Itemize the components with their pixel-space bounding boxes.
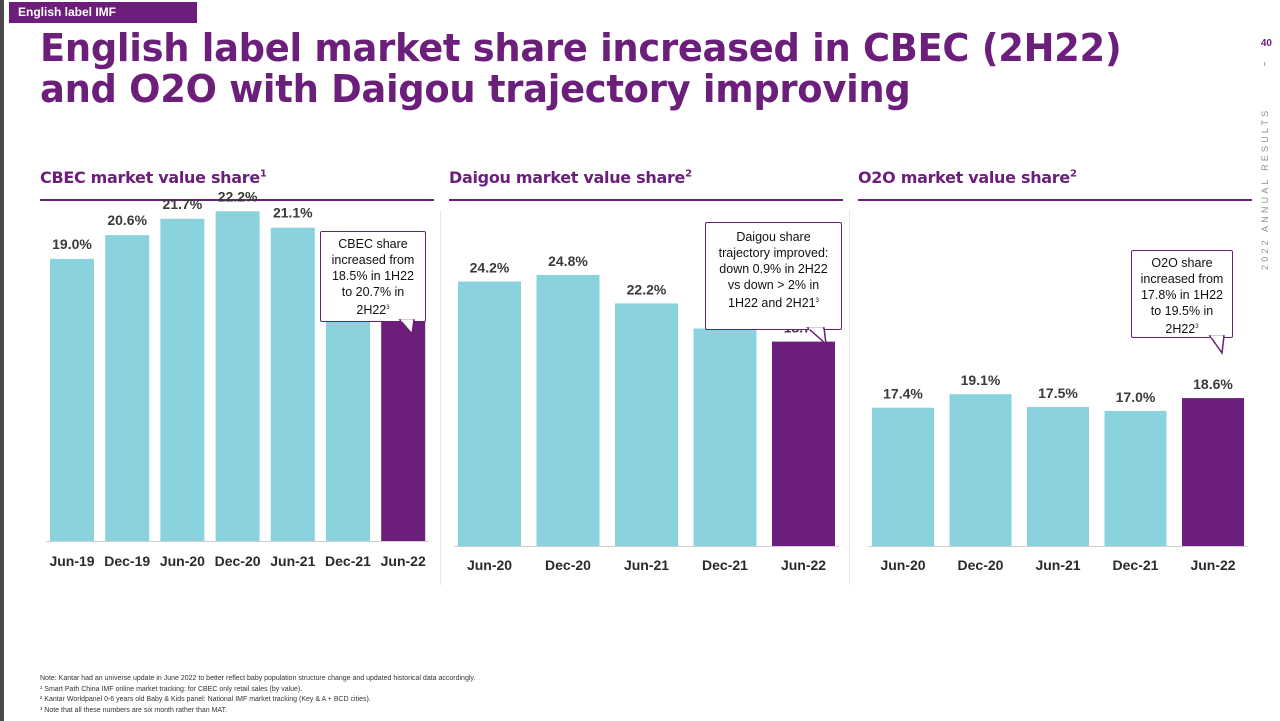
data-label: 17.5% bbox=[1038, 385, 1078, 401]
page-number: 40 bbox=[1260, 38, 1272, 49]
footnote-line: Note: Kantar had an universe update in J… bbox=[40, 675, 476, 682]
callout-line: trajectory improved: bbox=[718, 246, 829, 260]
footnote-ref: 2 bbox=[1069, 168, 1077, 180]
bar-jun-21 bbox=[270, 227, 315, 541]
callout-tail bbox=[398, 319, 415, 336]
callout-cbec: CBEC share increased from 18.5% in 1H22 … bbox=[320, 231, 426, 322]
footnote-ref: 3 bbox=[1195, 324, 1199, 330]
callout-line: 2H22 bbox=[1165, 322, 1196, 337]
panel-rule-o2o bbox=[858, 199, 1252, 201]
callout-line: CBEC share bbox=[338, 237, 408, 251]
callout-line: to 19.5% in bbox=[1150, 304, 1214, 318]
x-tick-label: Dec-21 bbox=[325, 553, 371, 569]
bar-dec-20 bbox=[949, 394, 1012, 546]
panel-rule-cbec bbox=[40, 199, 434, 201]
data-label: 21.7% bbox=[163, 196, 203, 212]
x-tick-label: Jun-20 bbox=[880, 557, 925, 573]
footnote-line: ¹ Smart Path China IMF online market tra… bbox=[40, 685, 303, 693]
callout-line: 1H22 and 2H21 bbox=[728, 296, 816, 311]
bar-jun-21 bbox=[1027, 406, 1089, 546]
x-tick-label: Jun-21 bbox=[624, 557, 669, 573]
x-tick-label: Jun-22 bbox=[381, 553, 426, 569]
panel-rule-daigou bbox=[449, 199, 843, 201]
callout-line: 17.8% in 1H22 bbox=[1140, 288, 1223, 302]
x-tick-label: Dec-21 bbox=[1113, 557, 1159, 573]
footnote-ref: 3 bbox=[386, 305, 390, 311]
callout-line: 2H22 bbox=[356, 303, 387, 318]
callout-line: increased from bbox=[1140, 272, 1224, 286]
x-tick-label: Dec-21 bbox=[702, 557, 748, 573]
x-tick-label: Dec-20 bbox=[545, 557, 591, 573]
x-tick-label: Jun-19 bbox=[49, 553, 94, 569]
x-tick-label: Dec-20 bbox=[958, 557, 1004, 573]
panel-title-text: CBEC market value share bbox=[40, 168, 260, 187]
panel-title-daigou: Daigou market value share2 bbox=[449, 168, 692, 187]
callout-daigou: Daigou share trajectory improved: down 0… bbox=[705, 222, 842, 330]
footnote-ref: 2 bbox=[685, 168, 692, 180]
data-label: 22.2% bbox=[627, 281, 667, 297]
callout-tail bbox=[1208, 335, 1225, 356]
callout-line: down 0.9% in 2H22 bbox=[719, 262, 828, 276]
bar-jun-19 bbox=[50, 258, 94, 541]
title-line-1: English label market share increased in … bbox=[40, 26, 1122, 70]
bar-dec-20 bbox=[215, 211, 260, 542]
footnotes: Note: Kantar had an universe update in J… bbox=[40, 674, 740, 716]
x-tick-label: Jun-22 bbox=[781, 557, 826, 573]
footnote-line: ² Kantar Worldpanel 0-6 years old Baby &… bbox=[40, 696, 371, 703]
callout-line: O2O share bbox=[1151, 256, 1213, 270]
data-label: 19.0% bbox=[52, 236, 92, 252]
panel-divider bbox=[440, 210, 441, 585]
panel-title-text: O2O market value share bbox=[858, 168, 1070, 187]
data-label: 24.8% bbox=[548, 253, 588, 269]
x-tick-label: Jun-20 bbox=[160, 553, 205, 569]
x-tick-label: Jun-20 bbox=[467, 557, 512, 573]
panel-title-cbec: CBEC market value share1 bbox=[40, 168, 267, 187]
bar-jun-20 bbox=[160, 218, 205, 542]
callout-line: Daigou share bbox=[736, 230, 811, 244]
bar-dec-21 bbox=[1104, 410, 1167, 547]
page-title: English label market share increased in … bbox=[40, 28, 1185, 110]
data-label: 19.1% bbox=[961, 372, 1001, 388]
data-label: 17.0% bbox=[1116, 389, 1156, 405]
left-edge-strip bbox=[0, 0, 4, 721]
data-label: 24.2% bbox=[470, 260, 510, 276]
panel-divider bbox=[849, 210, 850, 585]
title-line-2: and O2O with Daigou trajectory improving bbox=[40, 67, 911, 111]
x-tick-label: Dec-20 bbox=[215, 553, 261, 569]
data-label: 21.1% bbox=[273, 205, 313, 221]
x-tick-label: Jun-22 bbox=[1190, 557, 1235, 573]
data-label: 17.4% bbox=[883, 386, 923, 402]
callout-o2o: O2O share increased from 17.8% in 1H22 t… bbox=[1131, 250, 1233, 338]
data-label: 18.6% bbox=[1193, 376, 1233, 392]
bar-jun-20 bbox=[458, 281, 521, 546]
callout-line: increased from bbox=[331, 253, 415, 267]
callout-line: vs down > 2% in bbox=[727, 278, 820, 292]
callout-tail bbox=[806, 327, 827, 346]
bar-jun-20 bbox=[872, 407, 934, 546]
data-label: 20.6% bbox=[107, 212, 147, 228]
side-rule bbox=[1264, 62, 1265, 66]
x-tick-label: Jun-21 bbox=[1035, 557, 1080, 573]
bar-jun-22 bbox=[1182, 398, 1244, 546]
footnote-ref: 1 bbox=[259, 168, 267, 180]
callout-line: to 20.7% in bbox=[341, 285, 405, 299]
x-tick-label: Jun-21 bbox=[270, 553, 315, 569]
panel-title-o2o: O2O market value share2 bbox=[858, 168, 1077, 187]
footnote-ref: 3 bbox=[815, 298, 819, 304]
bar-dec-21 bbox=[693, 328, 757, 546]
data-label: 22.2% bbox=[218, 188, 258, 204]
callout-line: 18.5% in 1H22 bbox=[331, 269, 414, 283]
x-tick-label: Dec-19 bbox=[104, 553, 150, 569]
footnote-line: ³ Note that all these numbers are six mo… bbox=[40, 706, 228, 714]
bar-jun-21 bbox=[615, 303, 678, 546]
bar-dec-19 bbox=[105, 235, 150, 541]
bar-dec-20 bbox=[536, 274, 600, 546]
bar-jun-22 bbox=[772, 341, 835, 546]
section-tag: English label IMF bbox=[9, 2, 197, 23]
panel-title-text: Daigou market value share bbox=[449, 168, 686, 187]
